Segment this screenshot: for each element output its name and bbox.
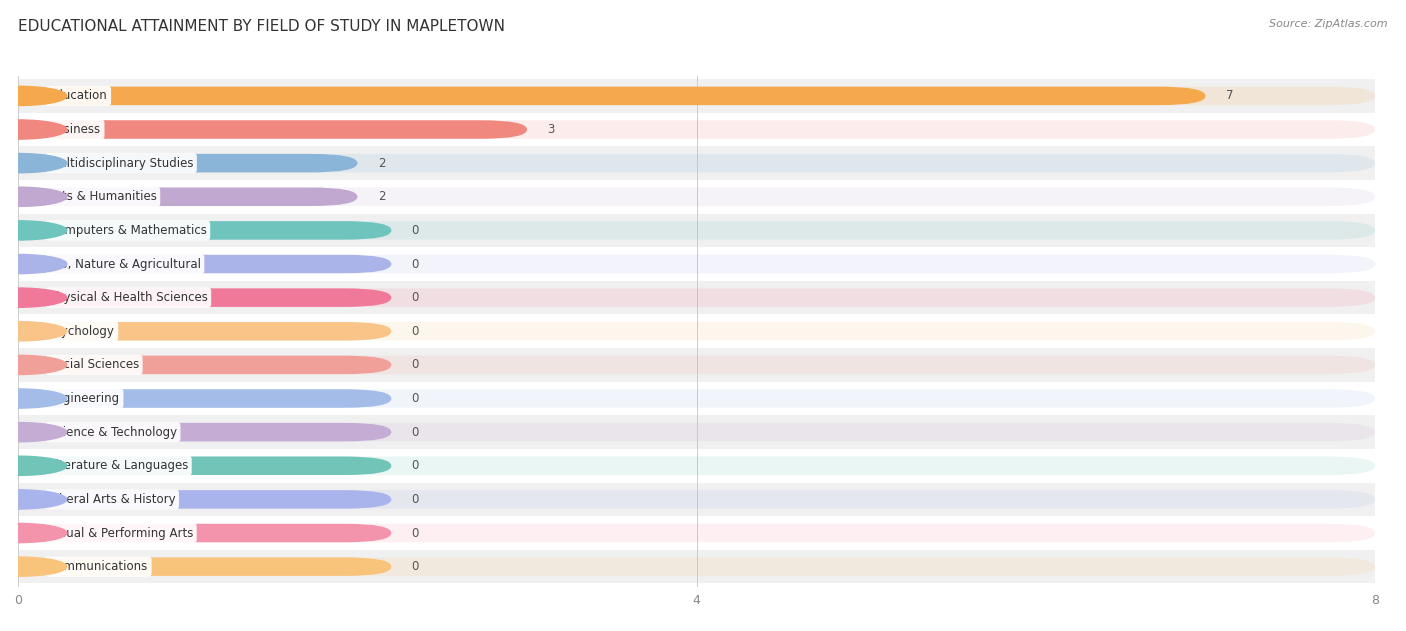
Text: 0: 0	[412, 257, 419, 271]
Bar	[18, 247, 1375, 281]
Text: EDUCATIONAL ATTAINMENT BY FIELD OF STUDY IN MAPLETOWN: EDUCATIONAL ATTAINMENT BY FIELD OF STUDY…	[18, 19, 505, 34]
FancyBboxPatch shape	[18, 557, 1375, 576]
FancyBboxPatch shape	[18, 524, 1375, 542]
Bar	[18, 113, 1375, 146]
Bar	[18, 180, 1375, 213]
Circle shape	[0, 456, 66, 475]
Bar	[18, 348, 1375, 382]
FancyBboxPatch shape	[18, 490, 1375, 509]
Text: Liberal Arts & History: Liberal Arts & History	[49, 493, 176, 506]
Bar	[18, 516, 1375, 550]
Text: 0: 0	[412, 493, 419, 506]
FancyBboxPatch shape	[18, 187, 1375, 206]
Text: Business: Business	[49, 123, 101, 136]
Bar	[18, 281, 1375, 314]
Text: 7: 7	[1226, 90, 1233, 102]
FancyBboxPatch shape	[18, 389, 1375, 408]
Text: Arts & Humanities: Arts & Humanities	[49, 191, 156, 203]
FancyBboxPatch shape	[18, 356, 391, 374]
Circle shape	[0, 523, 66, 543]
FancyBboxPatch shape	[18, 288, 1375, 307]
FancyBboxPatch shape	[18, 221, 391, 240]
Text: Computers & Mathematics: Computers & Mathematics	[49, 224, 207, 237]
Circle shape	[0, 120, 66, 139]
Bar	[18, 550, 1375, 584]
Bar	[18, 449, 1375, 483]
FancyBboxPatch shape	[18, 255, 391, 273]
Text: Source: ZipAtlas.com: Source: ZipAtlas.com	[1270, 19, 1388, 29]
Circle shape	[0, 490, 66, 509]
Circle shape	[0, 389, 66, 408]
Circle shape	[0, 187, 66, 206]
Bar	[18, 79, 1375, 113]
FancyBboxPatch shape	[18, 524, 391, 542]
FancyBboxPatch shape	[18, 154, 357, 172]
Text: 0: 0	[412, 224, 419, 237]
Text: 0: 0	[412, 560, 419, 573]
Circle shape	[0, 355, 66, 375]
FancyBboxPatch shape	[18, 288, 391, 307]
FancyBboxPatch shape	[18, 86, 1375, 105]
Text: 0: 0	[412, 526, 419, 540]
Text: 2: 2	[378, 156, 385, 170]
Text: Literature & Languages: Literature & Languages	[49, 459, 188, 472]
Circle shape	[0, 322, 66, 341]
FancyBboxPatch shape	[18, 423, 391, 442]
FancyBboxPatch shape	[18, 322, 391, 341]
FancyBboxPatch shape	[18, 322, 1375, 341]
Text: Physical & Health Sciences: Physical & Health Sciences	[49, 291, 208, 304]
Circle shape	[0, 153, 66, 173]
Text: Multidisciplinary Studies: Multidisciplinary Studies	[49, 156, 193, 170]
FancyBboxPatch shape	[18, 121, 527, 139]
Text: 0: 0	[412, 291, 419, 304]
Text: 2: 2	[378, 191, 385, 203]
Text: 0: 0	[412, 325, 419, 338]
FancyBboxPatch shape	[18, 356, 1375, 374]
FancyBboxPatch shape	[18, 121, 1375, 139]
FancyBboxPatch shape	[18, 490, 391, 509]
Bar	[18, 146, 1375, 180]
Text: 0: 0	[412, 392, 419, 405]
FancyBboxPatch shape	[18, 423, 1375, 442]
Text: 0: 0	[412, 426, 419, 439]
Text: Social Sciences: Social Sciences	[49, 358, 139, 372]
Circle shape	[0, 254, 66, 274]
Text: Communications: Communications	[49, 560, 148, 573]
Bar	[18, 213, 1375, 247]
Circle shape	[0, 288, 66, 307]
Text: 0: 0	[412, 459, 419, 472]
Text: Education: Education	[49, 90, 107, 102]
FancyBboxPatch shape	[18, 86, 1205, 105]
Bar	[18, 415, 1375, 449]
Text: Psychology: Psychology	[49, 325, 115, 338]
FancyBboxPatch shape	[18, 457, 391, 475]
Bar	[18, 382, 1375, 415]
Text: Engineering: Engineering	[49, 392, 120, 405]
Text: Visual & Performing Arts: Visual & Performing Arts	[49, 526, 193, 540]
FancyBboxPatch shape	[18, 221, 1375, 240]
FancyBboxPatch shape	[18, 154, 1375, 172]
Text: Bio, Nature & Agricultural: Bio, Nature & Agricultural	[49, 257, 201, 271]
FancyBboxPatch shape	[18, 557, 391, 576]
Bar	[18, 483, 1375, 516]
Text: 0: 0	[412, 358, 419, 372]
FancyBboxPatch shape	[18, 187, 357, 206]
Circle shape	[0, 423, 66, 442]
Circle shape	[0, 557, 66, 576]
Text: 3: 3	[547, 123, 555, 136]
Bar	[18, 314, 1375, 348]
FancyBboxPatch shape	[18, 389, 391, 408]
FancyBboxPatch shape	[18, 457, 1375, 475]
Circle shape	[0, 86, 66, 105]
Circle shape	[0, 221, 66, 240]
FancyBboxPatch shape	[18, 255, 1375, 273]
Text: Science & Technology: Science & Technology	[49, 426, 177, 439]
